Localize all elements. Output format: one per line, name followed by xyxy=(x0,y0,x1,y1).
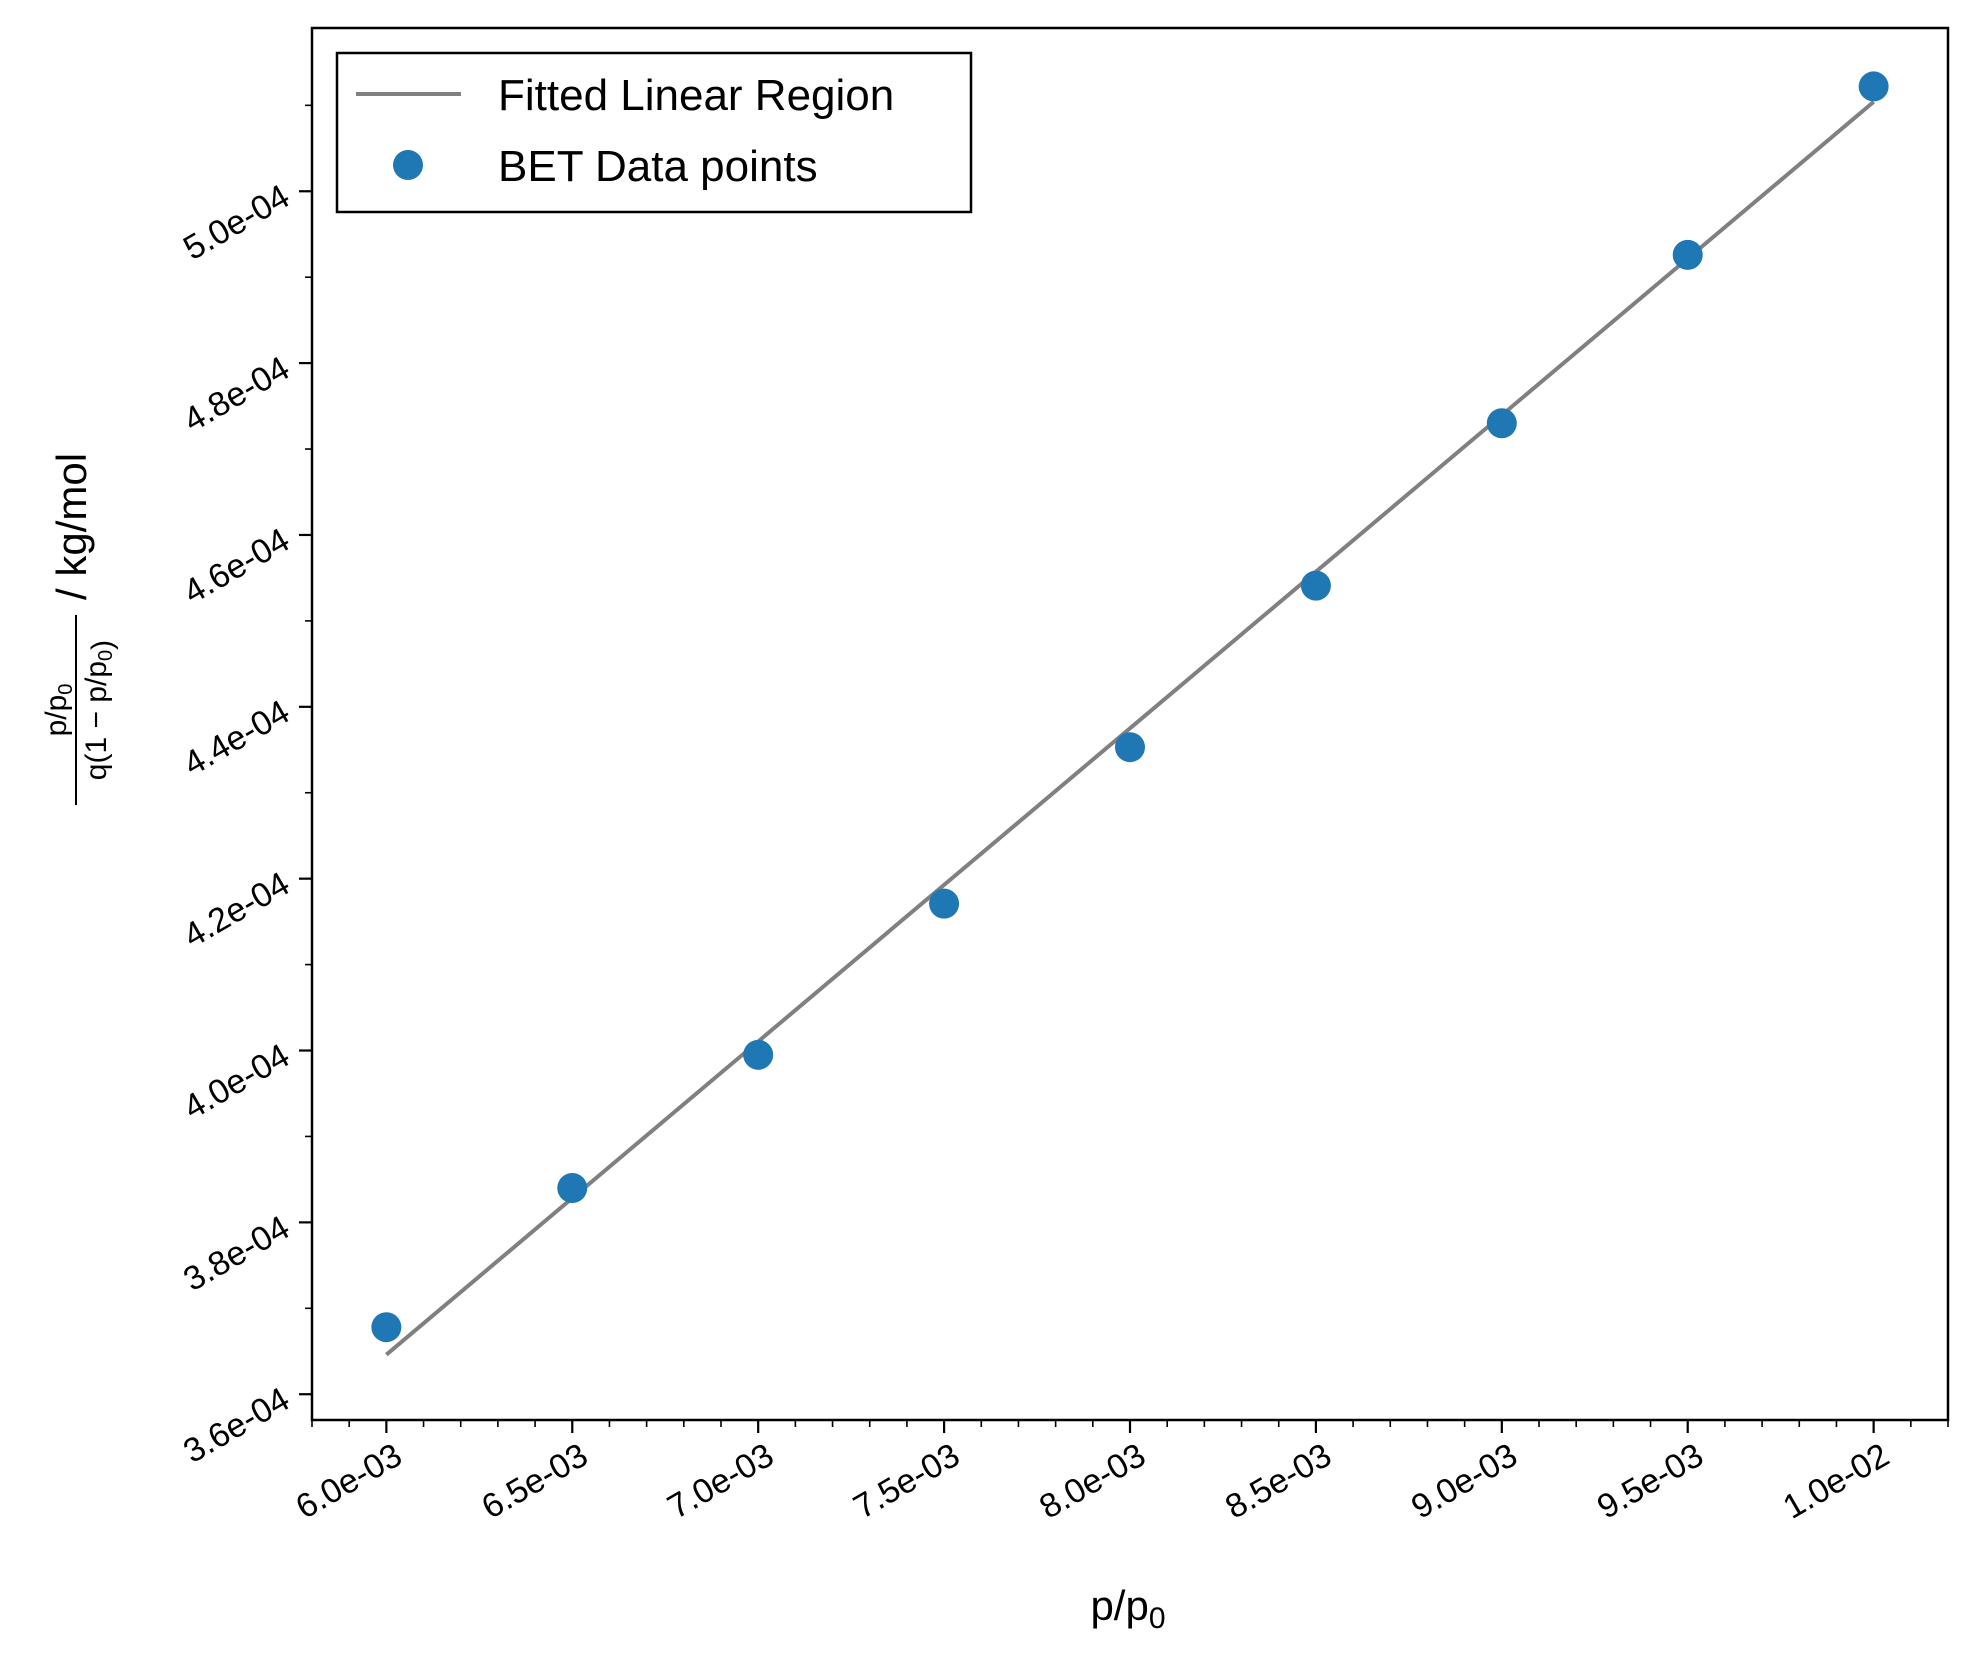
y-tick-label: 4.4e-04 xyxy=(177,693,296,784)
x-tick-label: 9.5e-03 xyxy=(1591,1436,1710,1527)
series-layer xyxy=(371,71,1889,1357)
y-den-subscript: 0 xyxy=(95,650,117,661)
data-point xyxy=(1115,732,1145,763)
legend-point-label: BET Data points xyxy=(498,142,818,191)
major-ticks xyxy=(299,190,1875,1433)
legend: Fitted Linear Region BET Data points xyxy=(335,51,973,214)
x-axis-title-main: p/p xyxy=(1090,1582,1148,1629)
legend-point-swatch xyxy=(393,150,423,180)
y-den-text: q(1 − p/ xyxy=(80,677,113,780)
y-tick-label: 4.6e-04 xyxy=(177,521,296,612)
x-axis-title: p/p0 xyxy=(1090,1582,1165,1635)
y-num-subscript: 0 xyxy=(55,684,77,695)
data-point xyxy=(557,1173,588,1203)
x-tick-label: 6.0e-03 xyxy=(289,1436,408,1527)
x-tick-label: 6.5e-03 xyxy=(475,1436,594,1527)
plot-frame xyxy=(310,26,1950,1422)
y-tick-label: 4.2e-04 xyxy=(177,865,296,956)
y-axis-title-unit: / kg/mol xyxy=(48,453,95,600)
fitted-line xyxy=(385,100,1875,1357)
y-num-p: p xyxy=(40,695,73,712)
data-point xyxy=(1486,408,1517,439)
y-num-text: p/ xyxy=(40,711,73,737)
x-axis-title-subscript: 0 xyxy=(1149,1602,1166,1635)
y-axis-title-numerator: p/p0 xyxy=(40,684,77,737)
x-tick-label: 9.0e-03 xyxy=(1405,1436,1524,1527)
y-den-p: p xyxy=(80,661,113,678)
legend-line-label: Fitted Linear Region xyxy=(498,71,894,120)
data-point xyxy=(929,888,960,919)
legend-box xyxy=(335,51,973,214)
x-tick-label: 7.0e-03 xyxy=(661,1436,780,1527)
y-tick-label: 4.8e-04 xyxy=(177,349,296,440)
y-axis-title-denominator: q(1 − p/p0) xyxy=(80,640,119,780)
data-point xyxy=(1672,239,1703,270)
data-point xyxy=(743,1039,774,1070)
y-tick-label: 3.8e-04 xyxy=(177,1208,296,1299)
data-point xyxy=(371,1312,402,1343)
data-point xyxy=(1300,570,1331,601)
data-point xyxy=(1858,71,1889,102)
tick-labels: 6.0e-03 6.5e-03 7.0e-03 7.5e-03 8.0e-03 8.5e-… xyxy=(177,177,1896,1526)
y-den-text: ) xyxy=(86,640,119,650)
x-tick-label: 8.5e-03 xyxy=(1219,1436,1338,1527)
minor-ticks xyxy=(305,104,1949,1427)
y-axis-title: p/p0 q(1 − p/p0) / kg/mol xyxy=(40,453,119,805)
y-tick-label: 4.0e-04 xyxy=(177,1037,296,1128)
y-tick-label: 3.6e-04 xyxy=(177,1380,296,1471)
y-tick-label: 5.0e-04 xyxy=(177,177,296,268)
x-tick-label: 8.0e-03 xyxy=(1033,1436,1152,1527)
x-tick-label: 7.5e-03 xyxy=(847,1436,966,1527)
x-tick-label: 1.0e-02 xyxy=(1777,1436,1896,1527)
